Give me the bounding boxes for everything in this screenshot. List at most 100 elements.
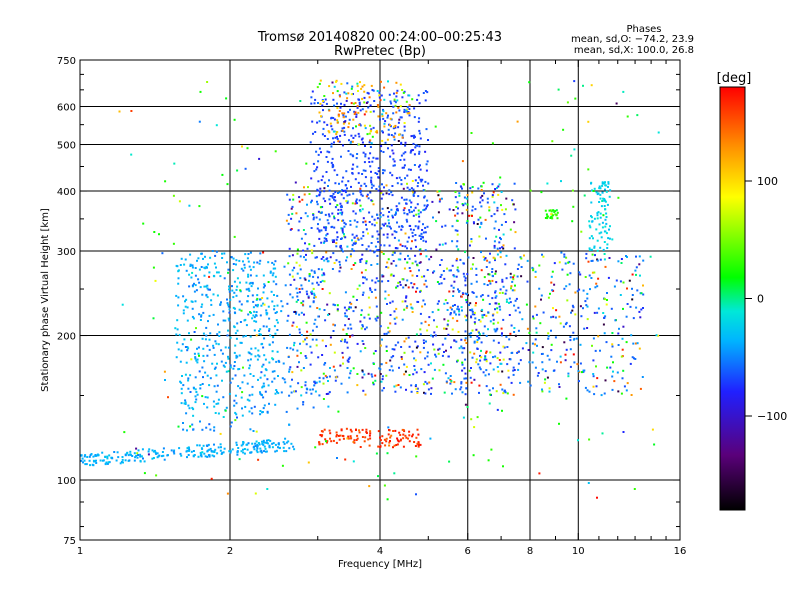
data-point: [464, 279, 467, 282]
data-point: [349, 153, 352, 156]
data-point: [608, 228, 610, 231]
data-point: [177, 304, 180, 307]
data-point: [398, 118, 401, 121]
data-point: [203, 266, 206, 269]
data-point: [379, 244, 382, 247]
data-point: [205, 326, 208, 329]
data-point: [386, 116, 389, 119]
data-point: [449, 378, 452, 381]
data-point: [546, 215, 549, 218]
data-point: [599, 187, 602, 190]
data-point: [433, 368, 436, 371]
data-point: [199, 319, 202, 321]
data-point: [604, 208, 607, 211]
data-point: [427, 182, 430, 185]
data-point: [237, 447, 240, 449]
data-point: [418, 249, 421, 252]
data-point: [256, 358, 259, 361]
data-point: [474, 304, 477, 307]
data-point: [403, 90, 406, 93]
data-point: [220, 349, 223, 352]
data-point: [275, 319, 278, 322]
data-point: [602, 312, 605, 314]
data-point: [426, 225, 429, 228]
data-point: [426, 329, 429, 332]
data-point: [356, 373, 359, 375]
data-point: [397, 281, 400, 284]
data-point: [411, 274, 414, 277]
data-point: [262, 396, 265, 399]
data-point: [359, 259, 362, 261]
data-point: [607, 182, 610, 185]
data-point: [229, 381, 232, 384]
data-point: [499, 288, 502, 291]
data-point: [424, 279, 427, 282]
data-point: [547, 337, 550, 340]
data-point: [461, 369, 464, 372]
data-point: [558, 261, 561, 264]
data-point: [521, 347, 524, 350]
data-point: [331, 196, 334, 199]
data-point: [196, 444, 199, 447]
data-point: [418, 234, 421, 237]
data-point: [361, 376, 364, 379]
data-point: [478, 333, 481, 336]
data-point: [605, 212, 608, 215]
data-point: [390, 262, 393, 265]
data-point: [242, 451, 245, 454]
data-point: [180, 257, 183, 260]
data-point: [236, 169, 239, 172]
data-point: [503, 213, 506, 216]
data-point: [293, 448, 296, 451]
data-point: [242, 441, 245, 444]
data-point: [404, 151, 407, 154]
data-point: [113, 451, 116, 453]
data-point: [304, 212, 307, 215]
data-point: [371, 135, 374, 138]
data-point: [291, 371, 294, 374]
data-point: [375, 129, 378, 132]
data-point: [296, 272, 299, 275]
data-point: [441, 225, 444, 228]
data-point: [474, 322, 476, 325]
data-point: [387, 80, 389, 83]
data-point: [483, 313, 486, 316]
data-point: [511, 289, 514, 292]
data-point: [382, 233, 385, 236]
data-point: [398, 431, 401, 434]
data-point: [411, 311, 414, 313]
data-point: [337, 410, 340, 413]
data-point: [346, 187, 348, 190]
data-point: [256, 261, 259, 264]
data-point: [444, 372, 447, 375]
data-point: [359, 109, 362, 112]
data-point: [379, 325, 382, 328]
data-point: [356, 342, 359, 345]
data-point: [457, 308, 460, 311]
data-point: [554, 316, 557, 319]
data-point: [569, 272, 572, 275]
data-point: [629, 362, 632, 365]
data-point: [501, 370, 504, 373]
data-point: [228, 290, 231, 293]
data-point: [232, 306, 235, 309]
data-point: [197, 257, 200, 260]
data-point: [248, 399, 251, 402]
data-point: [396, 221, 398, 224]
data-point: [118, 110, 121, 113]
data-point: [532, 351, 535, 354]
data-point: [505, 289, 508, 292]
data-point: [128, 459, 131, 462]
data-point: [621, 337, 624, 340]
data-point: [314, 131, 317, 133]
data-point: [582, 369, 585, 372]
data-point: [274, 260, 277, 263]
data-point: [229, 451, 232, 454]
data-point: [392, 274, 395, 277]
data-point: [462, 272, 465, 275]
data-point: [483, 283, 486, 286]
data-point: [586, 292, 589, 295]
data-point: [351, 239, 353, 242]
data-point: [591, 189, 593, 192]
data-point: [328, 179, 330, 182]
